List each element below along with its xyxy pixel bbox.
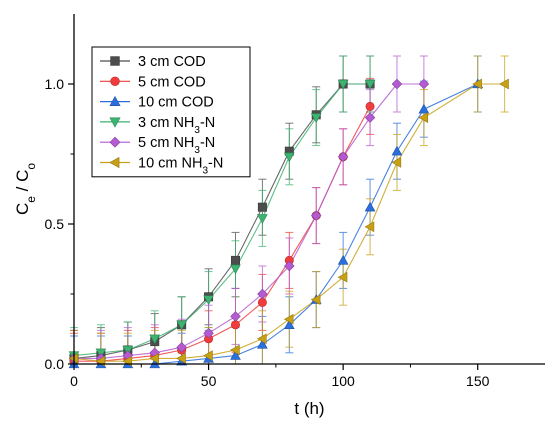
legend-label-10-cm-cod: 10 cm COD xyxy=(138,95,214,111)
data-point-10-cm-nh3-n-10 xyxy=(337,271,348,283)
data-point-10-cm-nh3-n-13 xyxy=(418,112,429,123)
legend-marker-3-cm-nh3-n xyxy=(109,117,121,128)
data-point-3-cm-nh3-n-11 xyxy=(364,79,376,90)
data-point-3-cm-nh3-n-7 xyxy=(257,214,268,224)
data-point-10-cm-cod-11 xyxy=(364,201,376,212)
series-markers-layer xyxy=(68,78,509,369)
legend-box xyxy=(91,46,251,178)
data-point-10-cm-nh3-n-5 xyxy=(203,350,213,361)
series-line-10-cm-nh3-n xyxy=(73,83,505,362)
data-point-3-cm-cod-6 xyxy=(230,255,240,265)
data-point-10-cm-cod-8 xyxy=(283,319,295,329)
legend-marker-3-cm-cod xyxy=(110,56,120,66)
data-point-3-cm-cod-7 xyxy=(257,202,267,212)
data-point-10-cm-nh3-n-8 xyxy=(283,313,294,325)
legend-marker-10-cm-nh3-n xyxy=(109,156,120,169)
x-tick-label-0: 0 xyxy=(70,373,78,389)
data-point-10-cm-nh3-n-15 xyxy=(499,78,509,90)
y-axis-title: Ce / Co xyxy=(13,163,38,215)
data-point-3-cm-nh3-n-8 xyxy=(283,152,295,163)
data-point-5-cm-nh3-n-13 xyxy=(418,78,430,90)
data-point-5-cm-nh3-n-12 xyxy=(391,78,403,90)
data-point-10-cm-cod-6 xyxy=(230,350,241,360)
legend-label-3-cm-nh3-n: 3 cm NH3-N xyxy=(138,115,215,135)
data-point-10-cm-nh3-n-12 xyxy=(391,157,402,168)
data-point-5-cm-cod-7 xyxy=(257,297,267,307)
y-tick-label-1: 0.5 xyxy=(45,216,65,232)
data-point-5-cm-nh3-n-8 xyxy=(284,260,295,272)
legend-label-10-cm-nh3-n: 10 cm NH3-N xyxy=(138,156,223,177)
legend-label-5-cm-cod: 5 cm COD xyxy=(138,74,206,90)
y-tick-label-2: 1.0 xyxy=(45,76,65,92)
data-point-5-cm-nh3-n-10 xyxy=(337,151,349,163)
data-point-3-cm-nh3-n-9 xyxy=(310,113,322,124)
x-axis-title: t (h) xyxy=(294,399,324,418)
x-tick-label-50: 50 xyxy=(201,373,217,389)
x-tick-label-150: 150 xyxy=(466,373,490,389)
legend-marker-5-cm-nh3-n xyxy=(109,136,121,148)
data-point-3-cm-nh3-n-6 xyxy=(230,264,241,275)
data-point-5-cm-nh3-n-11 xyxy=(364,112,376,123)
y-tick-label-0: 0.0 xyxy=(45,356,65,372)
data-point-5-cm-nh3-n-5 xyxy=(203,327,214,339)
data-point-3-cm-nh3-n-5 xyxy=(203,295,214,306)
legend-marker-5-cm-cod xyxy=(110,76,120,87)
data-point-10-cm-nh3-n-7 xyxy=(256,333,267,345)
axes-layer xyxy=(73,14,545,365)
data-point-5-cm-nh3-n-7 xyxy=(257,288,268,300)
legend-label-3-cm-cod: 3 cm COD xyxy=(138,54,206,70)
data-point-10-cm-nh3-n-6 xyxy=(230,344,240,356)
data-point-3-cm-nh3-n-3 xyxy=(149,334,161,345)
data-point-10-cm-cod-10 xyxy=(337,254,349,265)
data-point-10-cm-nh3-n-3 xyxy=(149,353,159,364)
data-point-10-cm-nh3-n-11 xyxy=(364,221,375,233)
data-point-10-cm-nh3-n-4 xyxy=(176,353,186,364)
legend-label-5-cm-nh3-n: 5 cm NH3-N xyxy=(138,135,215,156)
legend: 3 cm COD 5 cm COD 10 cm COD 3 cm NH3-N5 cm … xyxy=(91,46,251,178)
data-point-3-cm-nh3-n-10 xyxy=(337,79,349,90)
data-point-10-cm-nh3-n-14 xyxy=(472,78,482,90)
data-point-5-cm-nh3-n-6 xyxy=(230,311,241,322)
data-point-5-cm-nh3-n-4 xyxy=(176,341,187,353)
data-point-5-cm-cod-11 xyxy=(365,101,375,111)
data-point-5-cm-cod-6 xyxy=(230,320,240,330)
data-point-10-cm-nh3-n-9 xyxy=(310,294,321,305)
data-point-10-cm-cod-12 xyxy=(391,145,403,156)
data-point-10-cm-cod-13 xyxy=(418,103,430,114)
data-point-5-cm-nh3-n-9 xyxy=(310,210,322,221)
data-point-3-cm-nh3-n-4 xyxy=(176,320,187,331)
data-point-10-cm-cod-7 xyxy=(257,338,268,349)
ticks-layer: 0 50 100 150 0.0 0.5 1.0 xyxy=(45,76,490,389)
x-tick-label-100: 100 xyxy=(331,373,355,389)
legend-marker-10-cm-cod xyxy=(109,95,121,106)
